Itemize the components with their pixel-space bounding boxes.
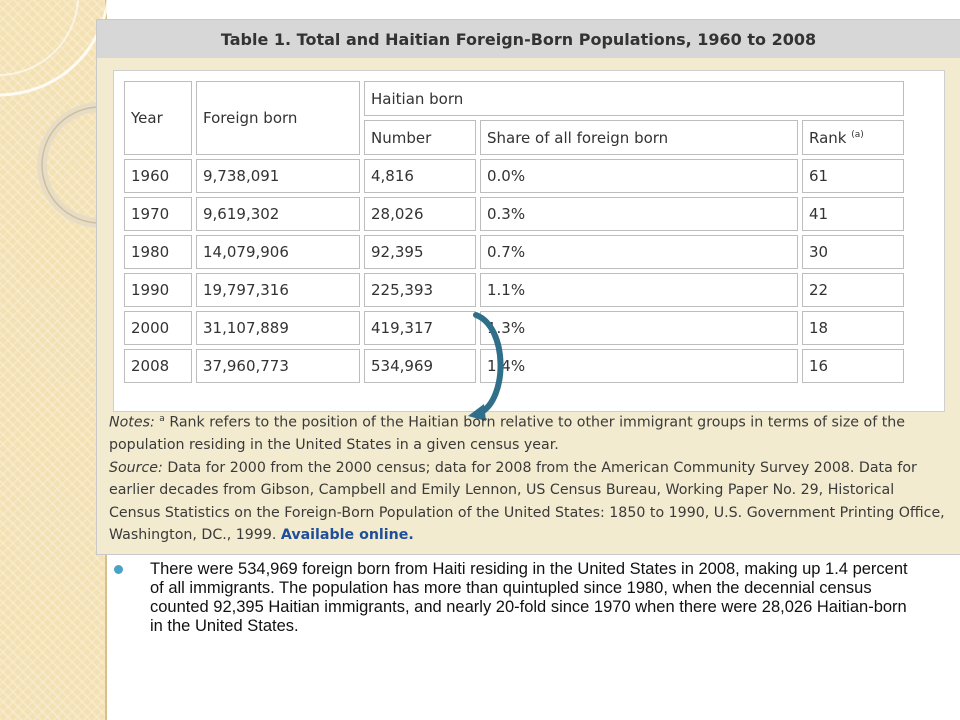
header-foreign-born: Foreign born — [196, 81, 360, 155]
cell-number: 4,816 — [364, 159, 476, 193]
cell-foreign-born: 9,619,302 — [196, 197, 360, 231]
cell-number: 419,317 — [364, 311, 476, 345]
decorative-rings-icon — [0, 0, 110, 228]
table-row: 1970 9,619,302 28,026 0.3% 41 — [124, 197, 904, 231]
bullet-paragraph: There were 534,969 foreign born from Hai… — [114, 560, 920, 636]
cell-number: 225,393 — [364, 273, 476, 307]
cell-number: 534,969 — [364, 349, 476, 383]
cell-year: 1970 — [124, 197, 192, 231]
source-label: Source: — [109, 459, 163, 476]
header-year: Year — [124, 81, 192, 155]
bullet-icon — [114, 565, 123, 574]
table-notes: Notes: a Rank refers to the position of … — [109, 408, 949, 547]
cell-foreign-born: 9,738,091 — [196, 159, 360, 193]
notes-marker: a — [159, 414, 165, 424]
population-table-image: Table 1. Total and Haitian Foreign-Born … — [97, 20, 960, 554]
cell-share: 1.4% — [480, 349, 798, 383]
cell-number: 28,026 — [364, 197, 476, 231]
cell-share: 1.3% — [480, 311, 798, 345]
table-grid: Year Foreign born Haitian born Number Sh… — [113, 70, 945, 421]
cell-rank: 41 — [802, 197, 904, 231]
table-title: Table 1. Total and Haitian Foreign-Born … — [220, 29, 817, 49]
cell-year: 1990 — [124, 273, 192, 307]
cell-rank: 22 — [802, 273, 904, 307]
cell-year: 1960 — [124, 159, 192, 193]
table-row: 2008 37,960,773 534,969 1.4% 16 — [124, 349, 904, 383]
available-online-link[interactable]: Available online. — [280, 527, 414, 544]
table-row: 1990 19,797,316 225,393 1.1% 22 — [124, 273, 904, 307]
cell-number: 92,395 — [364, 235, 476, 269]
header-rank-label: Rank — [809, 128, 847, 147]
bullet-text: There were 534,969 foreign born from Hai… — [150, 560, 908, 635]
cell-foreign-born: 19,797,316 — [196, 273, 360, 307]
header-share: Share of all foreign born — [480, 120, 798, 155]
table-row: 1960 9,738,091 4,816 0.0% 61 — [124, 159, 904, 193]
header-haitian-born: Haitian born — [364, 81, 904, 116]
cell-share: 1.1% — [480, 273, 798, 307]
source-text: Data for 2000 from the 2000 census; data… — [109, 459, 945, 544]
table-row: 1980 14,079,906 92,395 0.7% 30 — [124, 235, 904, 269]
cell-share: 0.7% — [480, 235, 798, 269]
header-number: Number — [364, 120, 476, 155]
cell-rank: 18 — [802, 311, 904, 345]
curved-arrow-icon — [468, 312, 504, 421]
notes-label: Notes: — [109, 414, 155, 431]
cell-rank: 16 — [802, 349, 904, 383]
cell-foreign-born: 37,960,773 — [196, 349, 360, 383]
cell-share: 0.0% — [480, 159, 798, 193]
cell-rank: 61 — [802, 159, 904, 193]
cell-rank: 30 — [802, 235, 904, 269]
cell-foreign-born: 31,107,889 — [196, 311, 360, 345]
table-header-row: Year Foreign born Haitian born — [124, 81, 904, 155]
notes-text: Rank refers to the position of the Haiti… — [109, 414, 906, 454]
decorative-margin — [0, 0, 107, 720]
table-title-bar: Table 1. Total and Haitian Foreign-Born … — [97, 20, 960, 58]
header-rank: Rank (a) — [802, 120, 904, 155]
rank-note-marker: (a) — [851, 129, 864, 140]
cell-year: 2008 — [124, 349, 192, 383]
table-subheader-row: Number Share of all foreign born Rank (a… — [124, 120, 904, 155]
cell-year: 2000 — [124, 311, 192, 345]
cell-year: 1980 — [124, 235, 192, 269]
cell-foreign-born: 14,079,906 — [196, 235, 360, 269]
population-table: Year Foreign born Haitian born Number Sh… — [120, 77, 908, 387]
cell-share: 0.3% — [480, 197, 798, 231]
